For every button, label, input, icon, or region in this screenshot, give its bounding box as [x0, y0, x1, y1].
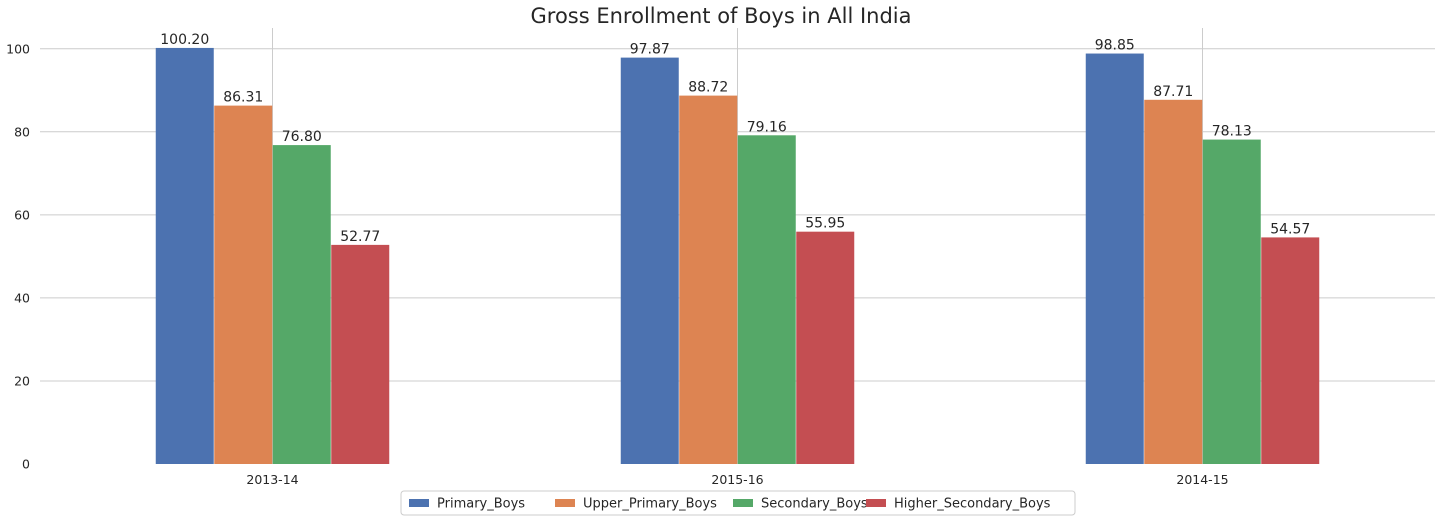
bar [1202, 139, 1261, 465]
data-label: 88.72 [688, 80, 728, 96]
bar [272, 145, 331, 464]
bar [331, 244, 390, 464]
legend-swatch [866, 499, 886, 507]
data-label: 98.85 [1095, 38, 1135, 54]
bars [155, 47, 1320, 465]
data-label: 55.95 [805, 216, 845, 232]
bar [155, 47, 214, 464]
y-tick-label: 60 [14, 207, 30, 222]
legend-entry: Primary_Boys [437, 497, 525, 512]
x-tick-label: 2014-15 [1176, 472, 1228, 487]
legend-swatch [409, 499, 429, 507]
data-label: 79.16 [747, 119, 787, 135]
data-label: 86.31 [223, 90, 263, 106]
bar [796, 231, 855, 464]
legend: Primary_Boys Upper_Primary_Boys Secondary_… [400, 490, 1076, 516]
x-tick-label: 2013-14 [246, 472, 298, 487]
legend-entry: Upper_Primary_Boys [583, 497, 717, 512]
legend-entry: Secondary_Boys [761, 497, 868, 512]
data-label: 87.71 [1153, 84, 1193, 100]
data-label: 52.77 [340, 229, 380, 245]
bar [1261, 237, 1320, 464]
bar [1085, 53, 1144, 465]
bar [214, 105, 273, 464]
x-tick-label: 2015-16 [711, 472, 763, 487]
y-tick-label: 100 [6, 41, 30, 56]
legend-swatch [733, 499, 753, 507]
bar [620, 57, 679, 464]
data-label: 78.13 [1212, 124, 1252, 140]
bar [1144, 99, 1203, 464]
chart-title: Gross Enrollment of Boys in All India [531, 4, 912, 28]
data-label: 100.20 [160, 32, 209, 48]
data-label: 54.57 [1270, 221, 1310, 237]
y-tick-label: 80 [14, 124, 30, 139]
y-tick-label: 20 [14, 373, 30, 388]
y-axis: 0 20 40 60 80 100 [6, 41, 30, 471]
legend-entry: Higher_Secondary_Boys [894, 497, 1051, 512]
y-tick-label: 0 [22, 457, 30, 472]
y-tick-label: 40 [14, 290, 30, 305]
bar [737, 135, 796, 464]
data-labels: 100.20 97.87 98.85 86.31 88.72 87.71 76.80 79.1… [160, 32, 1310, 245]
legend-swatch [555, 499, 575, 507]
data-label: 97.87 [630, 42, 670, 58]
data-label: 76.80 [282, 129, 322, 145]
gridlines [40, 28, 1435, 464]
bar [679, 95, 738, 464]
x-axis: 2013-14 2015-16 2014-15 [246, 472, 1228, 487]
